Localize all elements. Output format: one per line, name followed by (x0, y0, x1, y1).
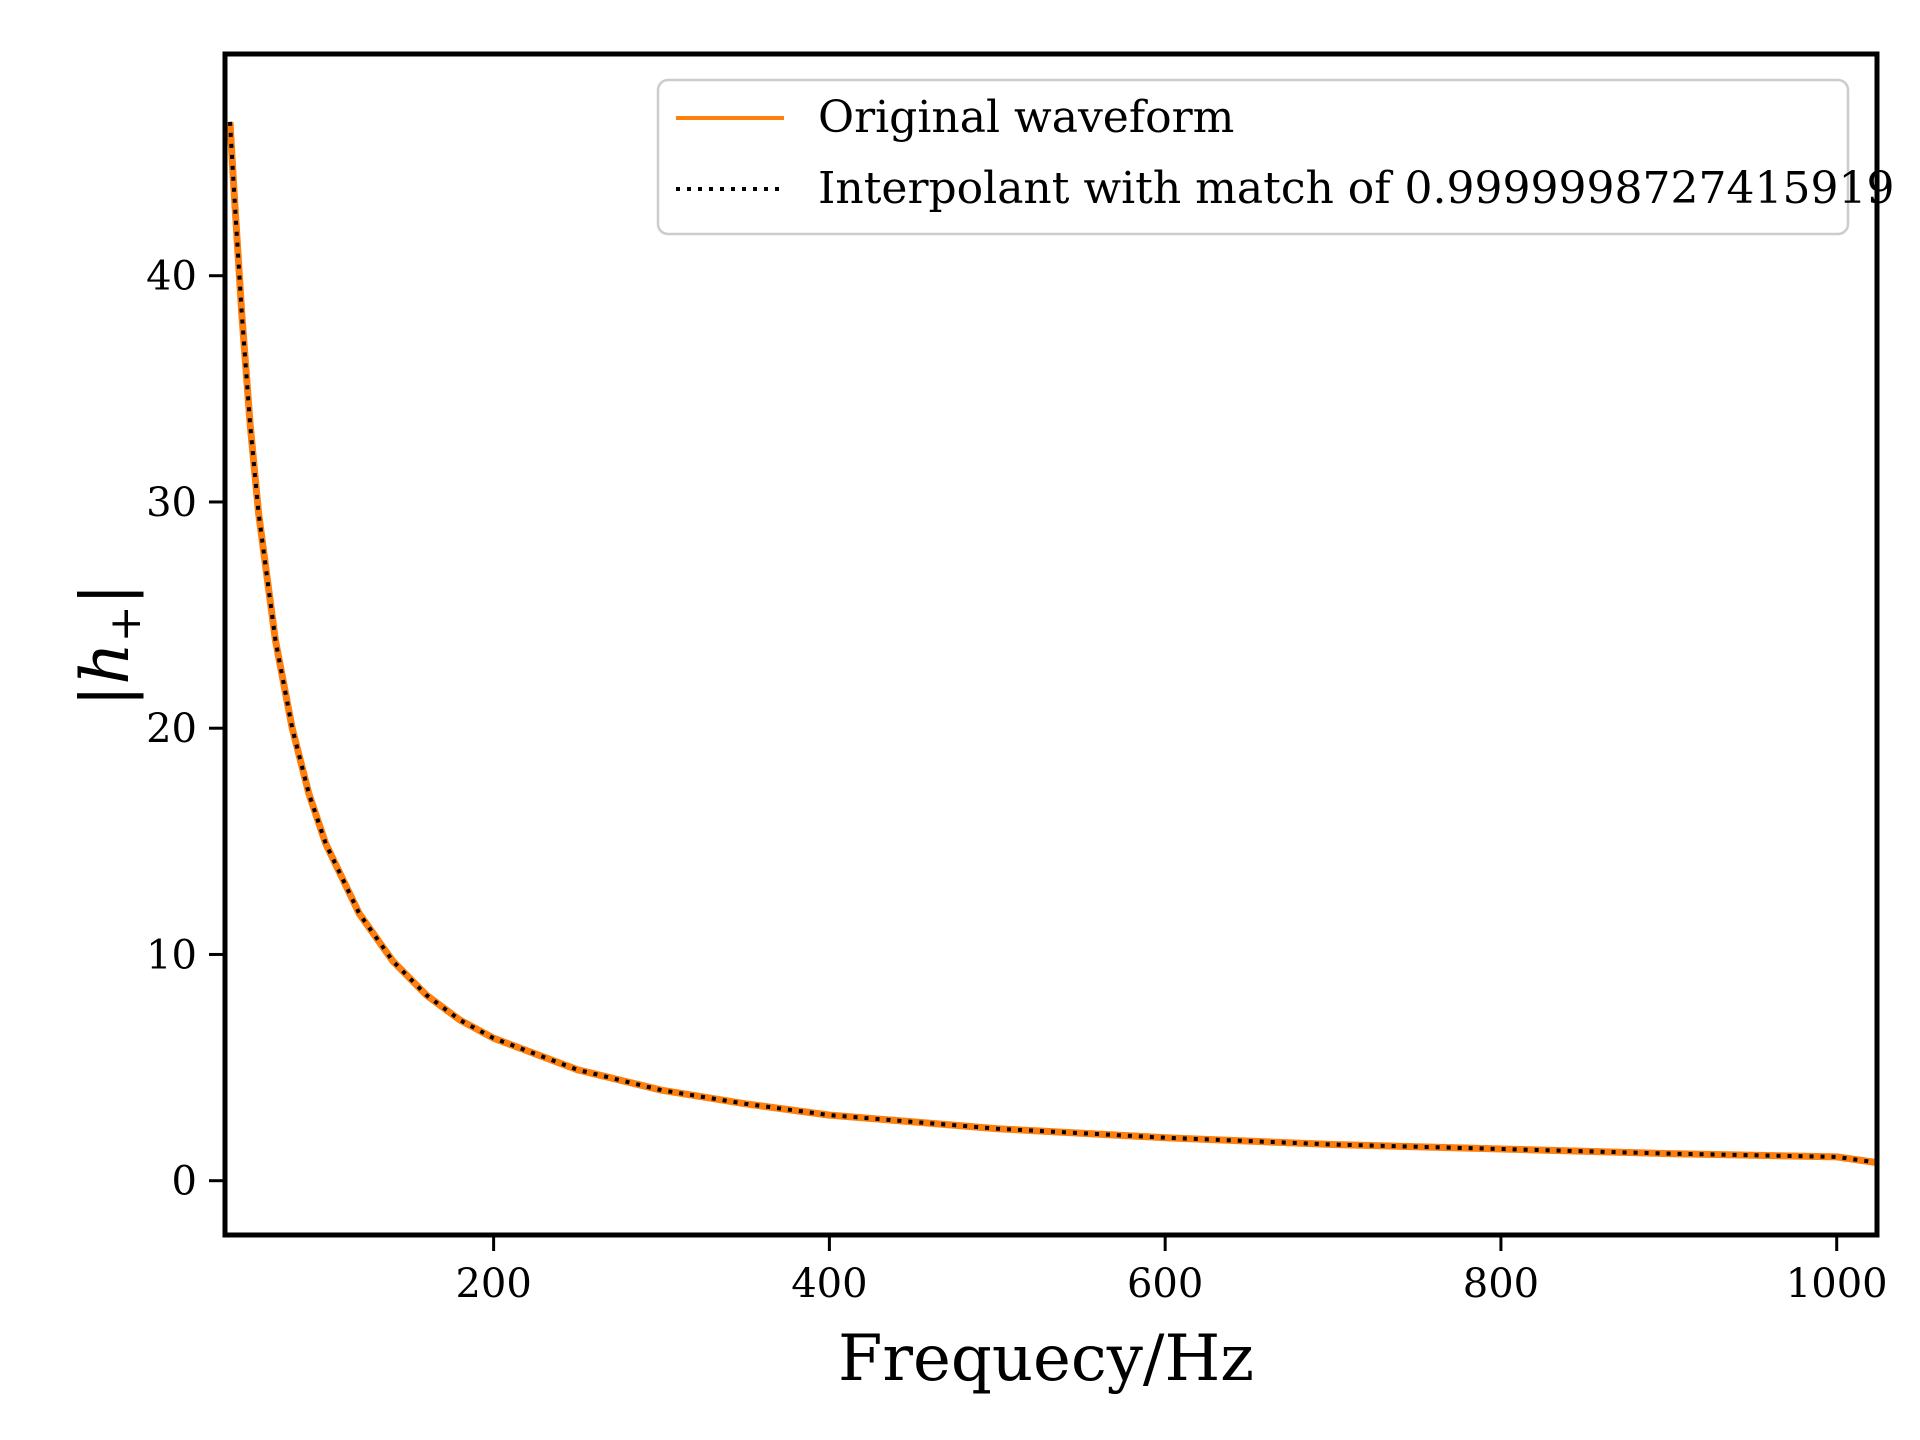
legend: Original waveform Interpolant with match… (656, 78, 1894, 236)
legend-label-original: Original waveform (818, 92, 1234, 143)
x-tick-label: 400 (791, 1261, 867, 1307)
x-axis-label: Frequecy/Hz (838, 1322, 1254, 1396)
y-tick-label: 30 (146, 480, 197, 526)
x-axis: 200 400 600 800 1000 (455, 1235, 1888, 1307)
x-tick-label: 800 (1463, 1261, 1539, 1307)
plot-frame (222, 51, 1880, 1238)
y-axis-label: |h+| (67, 583, 151, 707)
y-tick-label: 0 (172, 1159, 197, 1205)
svg-text:|h+|: |h+| (67, 583, 151, 707)
y-tick-label: 40 (146, 254, 197, 300)
legend-box (656, 78, 1850, 236)
x-tick-label: 600 (1127, 1261, 1203, 1307)
y-axis-label-main: |h (67, 642, 144, 707)
legend-label-interpolant: Interpolant with match of 0.999999872741… (818, 163, 1894, 214)
y-axis-label-close: | (67, 583, 144, 605)
series-layer (226, 121, 1878, 1167)
x-tick-label: 200 (455, 1261, 531, 1307)
x-tick-label: 1000 (1786, 1261, 1888, 1307)
y-axis: 0 10 20 30 40 (146, 254, 225, 1205)
y-tick-label: 20 (146, 706, 197, 752)
series-line-interpolant (228, 121, 1878, 1165)
y-tick-label: 10 (146, 932, 197, 978)
y-axis-label-sub: + (100, 605, 151, 642)
